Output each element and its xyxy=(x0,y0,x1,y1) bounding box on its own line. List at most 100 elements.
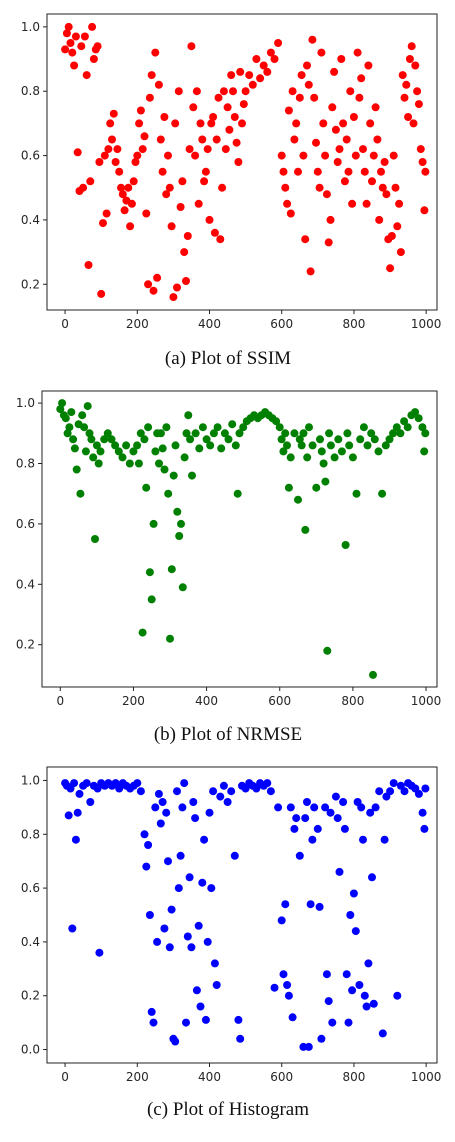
nrmse-point xyxy=(297,441,306,450)
ssim-point xyxy=(283,199,292,208)
nrmse-point xyxy=(195,444,204,453)
histogram-axes: 0 200 400 600 800 1000 0.0 0.2 0.4 0.6 0.8 1.0 xyxy=(21,773,442,1084)
nrmse-point xyxy=(198,423,207,432)
ssim-point xyxy=(129,177,138,186)
ssim-point xyxy=(239,100,248,109)
ssim-point xyxy=(404,113,413,121)
ssim-point xyxy=(156,135,165,144)
ssim-point xyxy=(79,183,88,192)
ssim-point xyxy=(194,199,203,208)
histogram-point xyxy=(326,808,335,817)
histogram-point xyxy=(386,787,395,796)
histogram-plot-frame xyxy=(46,766,438,1064)
histogram-point xyxy=(301,814,310,823)
histogram-x-tick-label: 600 xyxy=(270,1070,293,1084)
histogram-point xyxy=(308,835,317,844)
ssim-point xyxy=(340,177,349,186)
histogram-point xyxy=(322,970,331,979)
histogram-point xyxy=(167,905,176,914)
nrmse-point xyxy=(65,423,74,432)
nrmse-plot-frame xyxy=(41,390,438,688)
ssim-point xyxy=(248,80,257,89)
nrmse-y-tick-label: 1.0 xyxy=(16,396,35,410)
nrmse-point xyxy=(325,429,334,438)
ssim-point xyxy=(178,177,187,186)
ssim-point xyxy=(113,145,122,154)
ssim-point xyxy=(236,67,245,76)
ssim-point xyxy=(219,87,228,96)
histogram-caption: (c) Plot of Histogram xyxy=(147,1099,309,1120)
nrmse-point xyxy=(389,429,398,438)
histogram-point xyxy=(95,948,104,957)
histogram-x-tick-label: 400 xyxy=(198,1070,221,1084)
histogram-point xyxy=(355,981,364,989)
ssim-point xyxy=(62,29,71,38)
ssim-point xyxy=(295,93,304,102)
ssim-point xyxy=(411,61,420,70)
ssim-point xyxy=(153,273,162,282)
nrmse-y-tick-label: 0.8 xyxy=(16,456,35,470)
nrmse-point xyxy=(134,459,143,468)
nrmse-point xyxy=(352,489,361,498)
ssim-point xyxy=(301,235,310,244)
ssim-point xyxy=(414,100,423,109)
ssim-point xyxy=(135,119,144,128)
histogram-point xyxy=(174,884,183,893)
nrmse-point xyxy=(228,420,237,429)
ssim-point xyxy=(351,151,360,160)
histogram-y-tick-label: 0.6 xyxy=(21,881,40,895)
ssim-point xyxy=(331,125,340,134)
nrmse-point xyxy=(235,429,244,438)
histogram-point xyxy=(182,1018,190,1027)
ssim-point xyxy=(294,167,302,176)
nrmse-point xyxy=(180,453,189,462)
ssim-x-tick-label: 200 xyxy=(126,317,149,331)
ssim-point xyxy=(89,55,98,63)
ssim-point xyxy=(398,71,407,80)
nrmse-point xyxy=(133,441,142,450)
nrmse-point xyxy=(411,408,420,417)
histogram-point xyxy=(212,981,221,989)
nrmse-point xyxy=(284,483,293,492)
ssim-point xyxy=(382,190,391,199)
ssim-x-tick-label: 1000 xyxy=(411,317,442,331)
ssim-point xyxy=(165,183,174,192)
histogram-point xyxy=(284,991,293,1000)
nrmse-point xyxy=(144,423,153,432)
histogram-point xyxy=(303,798,311,806)
histogram-point xyxy=(333,814,342,823)
nrmse-axes: 0 200 400 600 800 1000 0.2 0.4 0.6 0.8 1.0 xyxy=(16,396,441,708)
ssim-point xyxy=(109,109,118,118)
nrmse-point xyxy=(319,459,328,468)
nrmse-point xyxy=(414,414,423,423)
nrmse-point xyxy=(129,447,138,456)
nrmse-point xyxy=(385,435,394,444)
nrmse-point xyxy=(299,429,308,438)
nrmse-point xyxy=(421,429,430,438)
ssim-point xyxy=(266,48,275,57)
nrmse-point xyxy=(290,429,299,438)
ssim-point xyxy=(71,32,80,41)
nrmse-x-tick-label: 400 xyxy=(195,694,218,708)
ssim-point xyxy=(210,228,219,237)
histogram-point xyxy=(136,787,145,796)
histogram-point xyxy=(203,937,212,946)
nrmse-point xyxy=(58,399,67,408)
ssim-point xyxy=(364,61,373,70)
ssim-point xyxy=(387,232,396,240)
ssim-point xyxy=(201,167,210,176)
nrmse-point xyxy=(367,429,376,438)
nrmse-point xyxy=(118,453,127,462)
ssim-point xyxy=(82,71,91,80)
nrmse-point xyxy=(164,489,173,498)
histogram-point xyxy=(71,835,80,844)
nrmse-point xyxy=(78,411,87,420)
histogram-point xyxy=(290,824,299,833)
ssim-point xyxy=(185,145,194,154)
nrmse-point xyxy=(403,423,412,432)
ssim-point xyxy=(86,177,95,186)
ssim-points xyxy=(61,22,430,302)
nrmse-point xyxy=(80,423,89,432)
ssim-point xyxy=(308,35,317,44)
nrmse-point xyxy=(184,411,193,420)
